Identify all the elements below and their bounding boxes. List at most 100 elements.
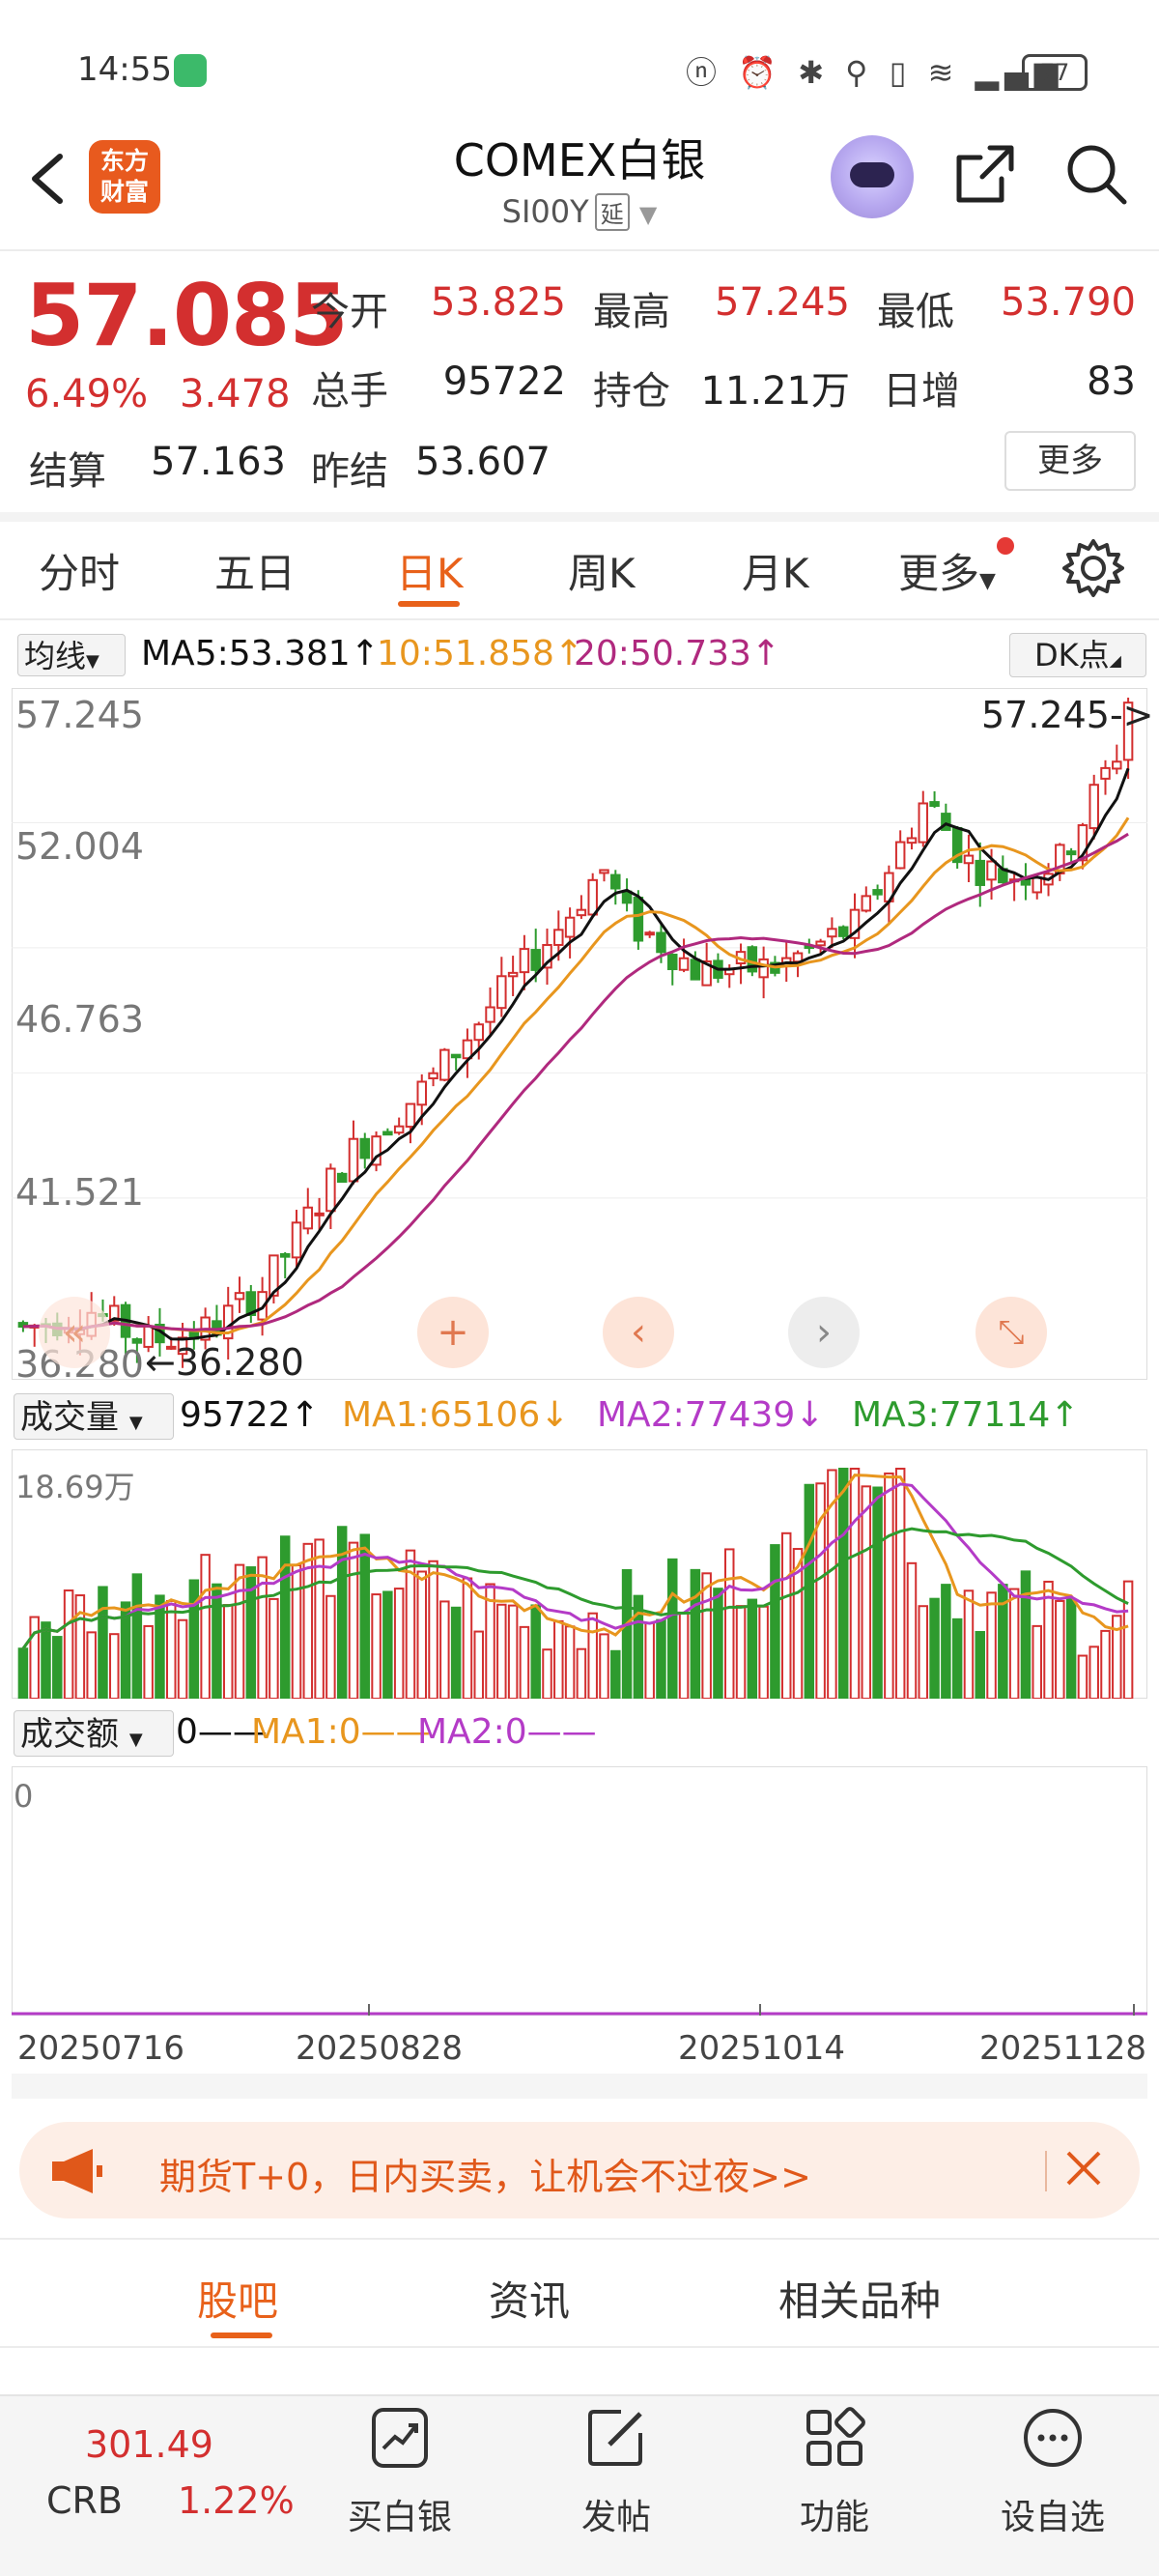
fullscreen-button[interactable]: ⤡	[975, 1297, 1047, 1368]
settle-value: 57.163	[151, 440, 286, 484]
volume-bar	[894, 1468, 906, 1699]
candle-body	[587, 878, 598, 916]
volume-top-label: 18.69万	[15, 1469, 135, 1505]
candle-body	[1077, 824, 1088, 862]
candle-body	[177, 1336, 188, 1356]
post-button[interactable]: 发帖	[549, 2404, 684, 2539]
more-quote-button[interactable]: 更多	[1004, 431, 1136, 491]
active-tab-indicator	[398, 601, 460, 607]
prev-settle-label: 昨结	[311, 449, 388, 494]
volume-bar	[382, 1590, 393, 1699]
tab-daily-k[interactable]: 日K	[396, 550, 464, 597]
settle-label: 结算	[29, 449, 106, 494]
candle-body	[371, 1135, 382, 1166]
volume-bar	[17, 1647, 29, 1699]
volume-bar	[815, 1482, 826, 1699]
candle-body	[815, 940, 826, 947]
kline-chart[interactable]	[12, 688, 1147, 1380]
amount-chart[interactable]	[12, 1766, 1147, 2016]
chart-settings-button[interactable]	[1062, 537, 1124, 603]
functions-button[interactable]: 功能	[767, 2404, 902, 2539]
volume-bar	[735, 1605, 747, 1699]
scroll-left-fast-button[interactable]: «	[39, 1297, 110, 1368]
volume-bar	[780, 1531, 792, 1699]
candle-body	[1112, 760, 1122, 770]
volume-bar	[314, 1538, 325, 1699]
volume-bar	[348, 1541, 359, 1699]
candle-body	[827, 928, 837, 938]
indicator-select[interactable]: 均线▼	[17, 634, 126, 676]
open-interest-value: 11.21万	[700, 369, 850, 414]
volume-bar	[1088, 1646, 1099, 1699]
amount-select-label: 成交额	[20, 1715, 119, 1754]
high-label: 最高	[593, 290, 670, 334]
tab-more[interactable]: 更多▼	[898, 541, 996, 600]
tab-related[interactable]: 相关品种	[778, 2277, 942, 2325]
candle-body	[701, 960, 712, 987]
scroll-left-button[interactable]: ‹	[603, 1297, 674, 1368]
ma20-legend: 20:50.733↑	[574, 634, 781, 673]
section-gap	[0, 512, 1159, 522]
candle-body	[393, 1125, 405, 1134]
chevron-right-icon: ›	[816, 1310, 832, 1355]
chevron-left-icon: ‹	[631, 1310, 646, 1355]
promo-text[interactable]: 期货T+0，日内买卖，让机会不过夜>>	[159, 2156, 811, 2198]
status-icons: ⓝ ⏰ ✱ ⚲ ▯ ≋ ▂▄▆	[686, 54, 1064, 91]
volume-bar	[747, 1598, 758, 1699]
more-dots-icon	[1024, 2409, 1082, 2467]
volume-bar	[723, 1548, 735, 1699]
candle-body	[1122, 701, 1134, 761]
volume-bar	[143, 1624, 154, 1699]
ma5-legend: MA5:53.381↑	[141, 634, 380, 673]
trade-chart-icon	[372, 2408, 428, 2468]
candle-body	[644, 931, 655, 936]
tab-intraday[interactable]: 分时	[39, 550, 121, 597]
tab-weekly-k[interactable]: 周K	[568, 550, 636, 597]
add-watchlist-button[interactable]: 设自选	[985, 2404, 1120, 2539]
instrument-code[interactable]: SI00Y 延 ▼	[0, 193, 1159, 231]
crb-index-value[interactable]: 301.49	[85, 2423, 213, 2466]
y-axis-tick: 41.521	[15, 1171, 144, 1214]
zoom-in-button[interactable]: +	[417, 1297, 489, 1368]
volume-bar	[120, 1601, 131, 1699]
candle-body	[837, 926, 849, 937]
open-label: 今开	[311, 290, 388, 334]
candle-body	[245, 1291, 257, 1316]
megaphone-icon	[50, 2147, 104, 2199]
promo-close-button[interactable]	[1062, 2147, 1105, 2200]
y-axis-tick: 52.004	[15, 825, 144, 868]
volume-indicator-select[interactable]: 成交量 ▼	[14, 1393, 174, 1440]
crb-index-change[interactable]: 1.22%	[178, 2479, 295, 2522]
corner-arrow-icon: ◢	[1109, 651, 1121, 670]
change-percent: 6.49%	[25, 372, 149, 416]
tab-monthly-k[interactable]: 月K	[742, 550, 809, 597]
candle-body	[678, 957, 690, 971]
volume-bar	[701, 1572, 712, 1699]
volume-bar	[963, 1589, 975, 1699]
vol-ma1-value: MA1:65106	[342, 1395, 541, 1435]
tab-five-day[interactable]: 五日	[214, 550, 297, 597]
tab-news[interactable]: 资讯	[489, 2277, 571, 2325]
buy-silver-button[interactable]: 买白银	[332, 2404, 467, 2539]
open-value: 53.825	[431, 280, 566, 325]
volume-bar	[1043, 1580, 1054, 1699]
share-button[interactable]	[951, 140, 1019, 208]
volume-bar	[678, 1611, 690, 1699]
amount-indicator-select[interactable]: 成交额 ▼	[14, 1710, 174, 1757]
scroll-right-button[interactable]: ›	[788, 1297, 860, 1368]
candle-body	[564, 916, 576, 938]
candle-body	[165, 1345, 177, 1350]
back-button[interactable]	[21, 145, 79, 213]
search-button[interactable]	[1062, 140, 1130, 208]
volume-chart[interactable]	[12, 1449, 1147, 1699]
candle-body	[1065, 850, 1077, 856]
candle-body	[234, 1292, 245, 1301]
crb-index-name[interactable]: CRB	[46, 2479, 124, 2522]
promo-banner[interactable]	[19, 2122, 1140, 2218]
candle-body	[599, 869, 609, 874]
dk-point-button[interactable]: DK点◢	[1009, 633, 1146, 677]
tab-forum[interactable]: 股吧	[197, 2277, 279, 2325]
volume-bar	[804, 1483, 815, 1699]
volume-bar	[951, 1617, 963, 1699]
x-axis-tick: 20250828	[296, 2029, 464, 2068]
